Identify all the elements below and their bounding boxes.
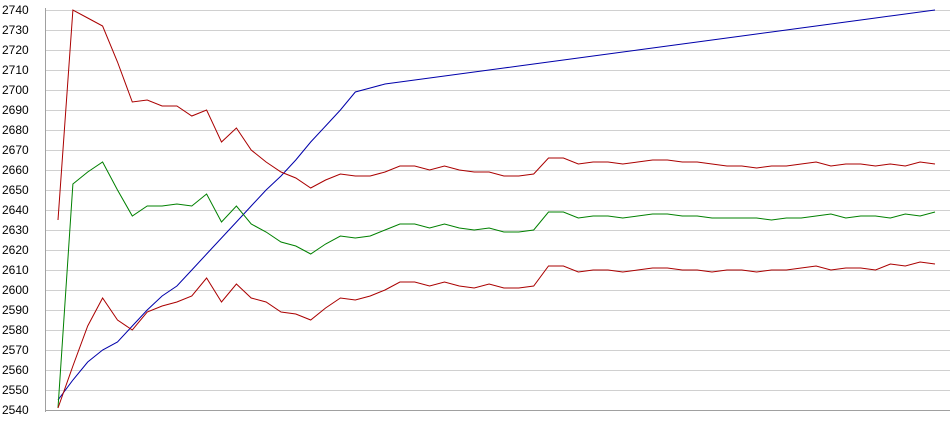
y-tick-label: 2540 [2,403,29,417]
y-tick-label: 2600 [2,283,29,297]
series-lines [57,9,936,409]
y-tick-label: 2610 [2,263,29,277]
y-tick-label: 2730 [2,23,29,37]
series-line-1 [57,9,936,401]
series-line-3 [57,161,936,409]
y-tick-label: 2590 [2,303,29,317]
y-tick-label: 2690 [2,103,29,117]
y-tick-label: 2620 [2,243,29,257]
y-tick-label: 2700 [2,83,29,97]
series-line-2 [57,9,936,221]
y-tick-label: 2740 [2,3,29,17]
y-tick-labels: 2540 2550 2560 2570 2580 2590 2600 2610 2620 2630… [2,3,29,417]
series-line-4 [57,261,936,409]
y-tick-label: 2660 [2,163,29,177]
y-tick-label: 2720 [2,43,29,57]
y-tick-label: 2640 [2,203,29,217]
y-tick-label: 2630 [2,223,29,237]
axes [45,8,950,412]
y-tick-label: 2580 [2,323,29,337]
y-tick-label: 2670 [2,143,29,157]
grid-lines [45,10,950,391]
y-tick-label: 2650 [2,183,29,197]
y-tick-label: 2710 [2,63,29,77]
y-tick-label: 2680 [2,123,29,137]
y-tick-label: 2550 [2,383,29,397]
y-tick-label: 2560 [2,363,29,377]
y-tick-label: 2570 [2,343,29,357]
